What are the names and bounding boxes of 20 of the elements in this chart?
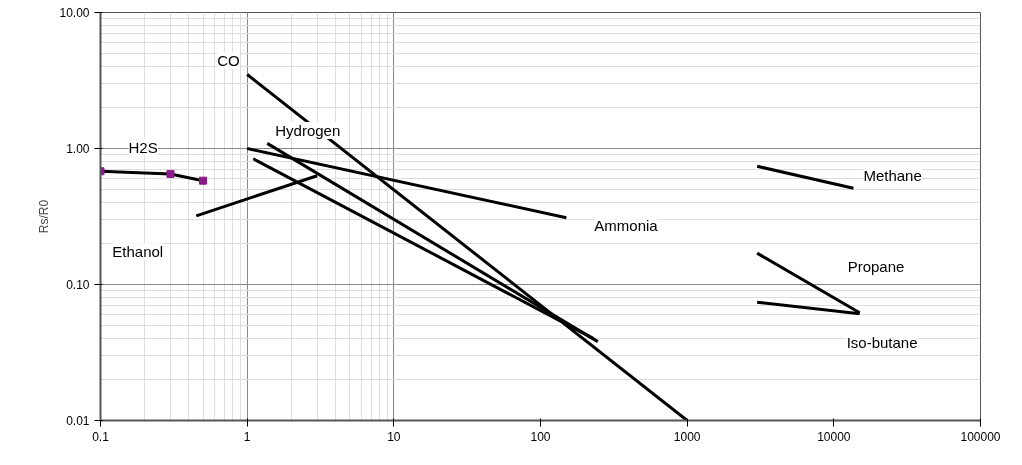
- series-label: Iso-butane: [846, 334, 918, 352]
- x-tick-label: 10000: [817, 429, 851, 444]
- y-tick-label: 10.00: [59, 6, 90, 20]
- series-label: Hydrogen: [275, 121, 341, 139]
- y-tick-label: 0.01: [66, 414, 90, 428]
- series-label: H2S: [128, 138, 158, 156]
- x-tick-label: 10: [387, 429, 401, 444]
- y-tick-label: 0.10: [66, 278, 90, 292]
- series-label: CO: [217, 52, 240, 70]
- y-tick-label: 1.00: [66, 142, 90, 156]
- text: Ethanol: [112, 243, 164, 261]
- series-label: Propane: [847, 258, 905, 276]
- x-tick-label: 100000: [960, 429, 1001, 444]
- series-label: Methane: [863, 166, 922, 184]
- series-label: Ammonia: [594, 217, 659, 235]
- x-tick-label: 0.1: [92, 429, 110, 444]
- x-tick-label: 1: [243, 429, 251, 444]
- x-tick-label: 100: [530, 429, 551, 444]
- y-axis-title: Rs/R0: [37, 199, 52, 234]
- x-tick-label: 1000: [673, 429, 701, 444]
